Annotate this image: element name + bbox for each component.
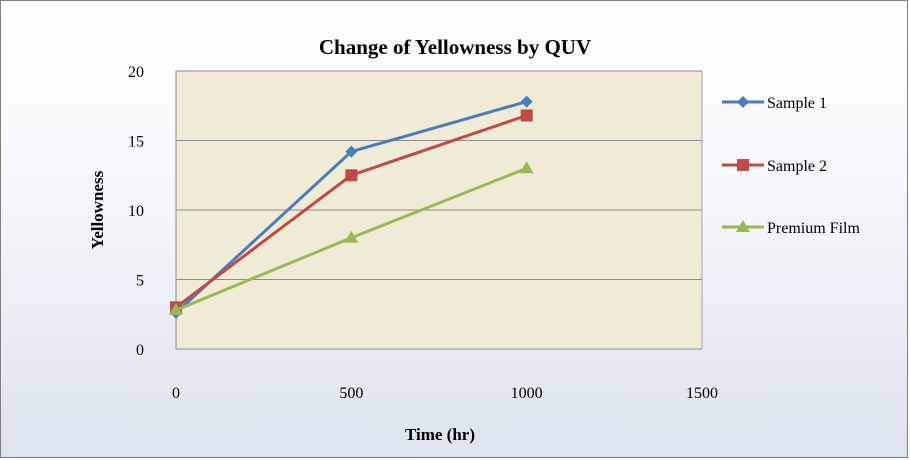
data-point <box>345 169 358 182</box>
legend-marker <box>736 220 750 232</box>
x-tick-label: 500 <box>339 385 363 402</box>
legend-label: Sample 1 <box>767 95 827 112</box>
y-tick-label: 0 <box>136 342 144 359</box>
legend-item: Sample 2 <box>722 158 827 175</box>
data-point <box>520 95 533 108</box>
y-tick-label: 10 <box>128 203 144 220</box>
legend-label: Sample 2 <box>767 158 827 175</box>
legend-marker <box>737 159 749 171</box>
data-point <box>169 303 183 316</box>
data-point <box>520 109 533 122</box>
data-point <box>344 230 359 243</box>
series-premium-film <box>169 161 534 316</box>
chart-title: Change of Yellowness by QUV <box>319 35 591 59</box>
x-axis-title: Time (hr) <box>405 425 475 444</box>
y-tick-label: 20 <box>128 64 144 81</box>
x-tick-label: 1500 <box>686 385 718 402</box>
x-tick-label: 1000 <box>511 385 543 402</box>
legend: Sample 1 Sample 2 Premium Film <box>722 95 860 237</box>
y-tick-labels: 0 5 10 15 20 <box>128 64 144 359</box>
legend-label: Premium Film <box>767 220 860 237</box>
y-axis-title: Yellowness <box>88 170 107 249</box>
data-point <box>519 161 534 174</box>
series-layer <box>169 95 534 319</box>
legend-item: Premium Film <box>722 220 860 237</box>
x-tick-labels: 0 500 1000 1500 <box>172 385 718 402</box>
x-tick-label: 0 <box>172 385 180 402</box>
data-point <box>345 145 358 158</box>
legend-marker <box>737 96 749 108</box>
y-tick-label: 5 <box>136 273 144 290</box>
y-tick-label: 15 <box>128 134 144 151</box>
legend-item: Sample 1 <box>722 95 827 112</box>
